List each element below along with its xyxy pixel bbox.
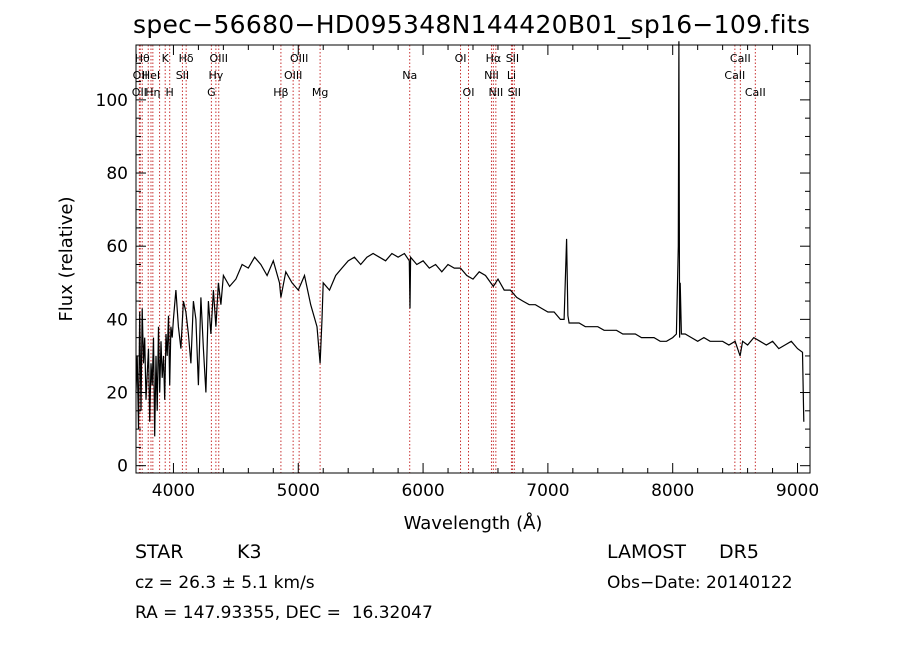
- line-marker-label: OI: [455, 52, 467, 65]
- line-marker-label: SII: [508, 86, 521, 99]
- line-marker-label: OIII: [284, 69, 302, 82]
- y-tick-label: 80: [106, 164, 128, 184]
- line-marker-label: Hθ: [135, 52, 150, 65]
- spectrum-line: [135, 41, 805, 437]
- line-marker-label: Mg: [312, 86, 328, 99]
- x-axis: 4000 5000 6000 7000 8000 9000: [152, 45, 819, 501]
- line-marker-label: CaII: [724, 69, 745, 82]
- line-marker-label: SII: [176, 69, 189, 82]
- line-marker-label: K: [162, 52, 170, 65]
- line-marker-label: Hη: [145, 86, 160, 99]
- obs-date: Obs−Date: 20140122: [607, 573, 793, 593]
- line-marker-label: Hδ: [179, 52, 194, 65]
- plot-frame: [135, 44, 811, 474]
- line-marker-label: Na: [402, 69, 417, 82]
- y-axis-label: Flux (relative): [56, 196, 77, 321]
- line-marker-label: SII: [506, 52, 519, 65]
- y-tick-label: 100: [96, 91, 128, 111]
- line-marker-label: H: [166, 86, 174, 99]
- y-tick-label: 60: [106, 237, 128, 257]
- line-marker-label: HeI: [142, 69, 160, 82]
- line-marker-label: Hα: [486, 52, 502, 65]
- line-marker-label: OIII: [210, 52, 228, 65]
- object-class: STAR: [135, 541, 184, 563]
- line-marker-label: Li: [507, 69, 516, 82]
- line-marker-label: OI: [463, 86, 475, 99]
- line-marker-label: Hγ: [208, 69, 223, 82]
- line-marker-label: CaII: [745, 86, 766, 99]
- emission-line-markers: [138, 45, 756, 473]
- emission-line-labels: OIIOIIHθHeIHηKHSIIHδGHγOIIIHβOIIIOIIIMgN…: [132, 52, 766, 99]
- x-axis-label: Wavelength (Å): [404, 512, 543, 534]
- y-tick-label: 20: [106, 384, 128, 404]
- x-tick-label: 8000: [651, 481, 694, 501]
- x-tick-label: 4000: [152, 481, 195, 501]
- x-tick-label: 7000: [526, 481, 569, 501]
- coordinates-text: RA = 147.93355, DEC = 16.32047: [135, 603, 433, 623]
- line-marker-label: OIII: [290, 52, 308, 65]
- line-marker-label: Hβ: [273, 86, 288, 99]
- survey-name: LAMOST: [607, 541, 687, 563]
- line-marker-label: NII: [488, 86, 503, 99]
- x-tick-label: 9000: [776, 481, 819, 501]
- x-tick-label: 6000: [401, 481, 444, 501]
- line-marker-label: NII: [484, 69, 499, 82]
- y-tick-label: 40: [106, 310, 128, 330]
- line-marker-label: G: [207, 86, 216, 99]
- chart-title: spec−56680−HD095348N144420B01_sp16−109.f…: [133, 10, 811, 39]
- y-axis: 0 20 40 60 80 100: [96, 62, 810, 477]
- redshift-text: cz = 26.3 ± 5.1 km/s: [135, 573, 315, 593]
- object-subclass: K3: [237, 541, 262, 563]
- x-tick-label: 5000: [277, 481, 320, 501]
- data-release: DR5: [719, 541, 759, 563]
- line-marker-label: CaII: [730, 52, 751, 65]
- y-tick-label: 0: [117, 457, 128, 477]
